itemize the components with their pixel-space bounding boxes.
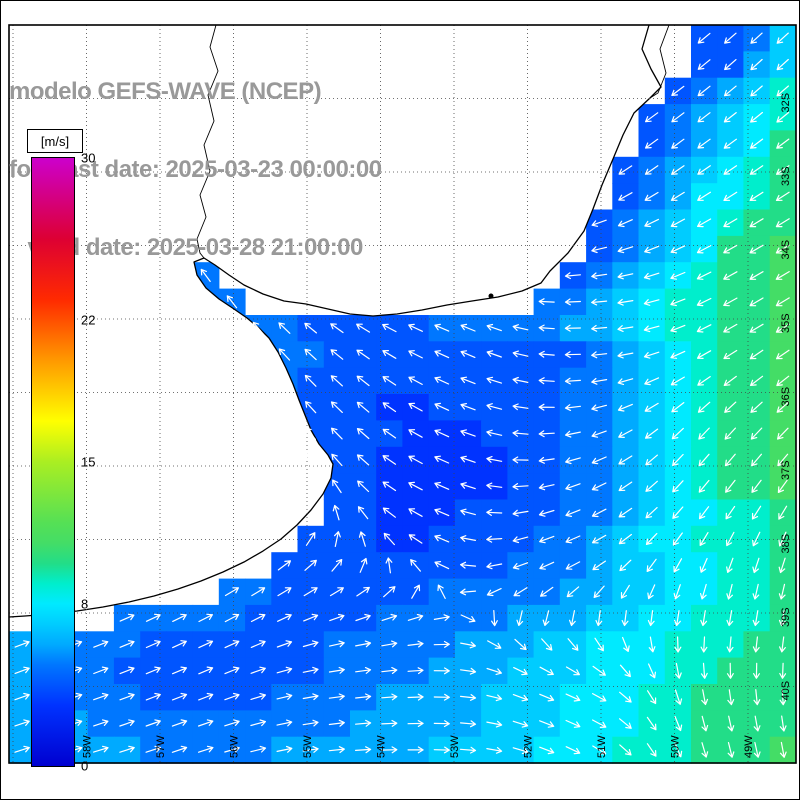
island [488,293,494,299]
coastline [8,24,662,618]
river-line [649,24,670,99]
river-line [196,24,219,259]
lon-label: 50W [670,735,682,758]
plot-frame [8,24,797,764]
land-area [9,25,661,617]
lon-label: 54W [376,735,388,758]
lat-label: 35S [780,313,792,333]
gridlines [9,24,796,763]
speed-cells [9,25,797,764]
plot-titles: modelo GEFS-WAVE (NCEP) forecast date: 2… [9,27,382,313]
lon-label: 57W [155,735,167,758]
lat-label: 33S [780,166,792,186]
lat-label: 34S [780,240,792,260]
lon-label: 55W [302,735,314,758]
valid-date: valid date: 2025-03-28 21:00:00 [9,234,364,261]
lat-label: 39S [780,607,792,627]
lon-label: 51W [596,735,608,758]
lon-label: 56W [229,735,241,758]
lon-label: 49W [743,735,755,758]
axis-labels: 58W 57W 56W 55W 54W 53W 52W 51W 50W 49W 32S 33S 34S 3… [82,93,793,758]
model-title: modelo GEFS-WAVE (NCEP) [9,78,322,105]
forecast-date: forecast date: 2025-03-23 00:00:00 [9,156,382,183]
lat-label: 32S [780,93,792,113]
lat-label: 40S [780,681,792,701]
lon-label: 53W [449,735,461,758]
lon-label: 52W [523,735,535,758]
lat-label: 36S [780,387,792,407]
lon-label: 58W [82,735,94,758]
wind-arrows [14,32,790,758]
lat-label: 38S [780,534,792,554]
lat-label: 37S [780,460,792,480]
